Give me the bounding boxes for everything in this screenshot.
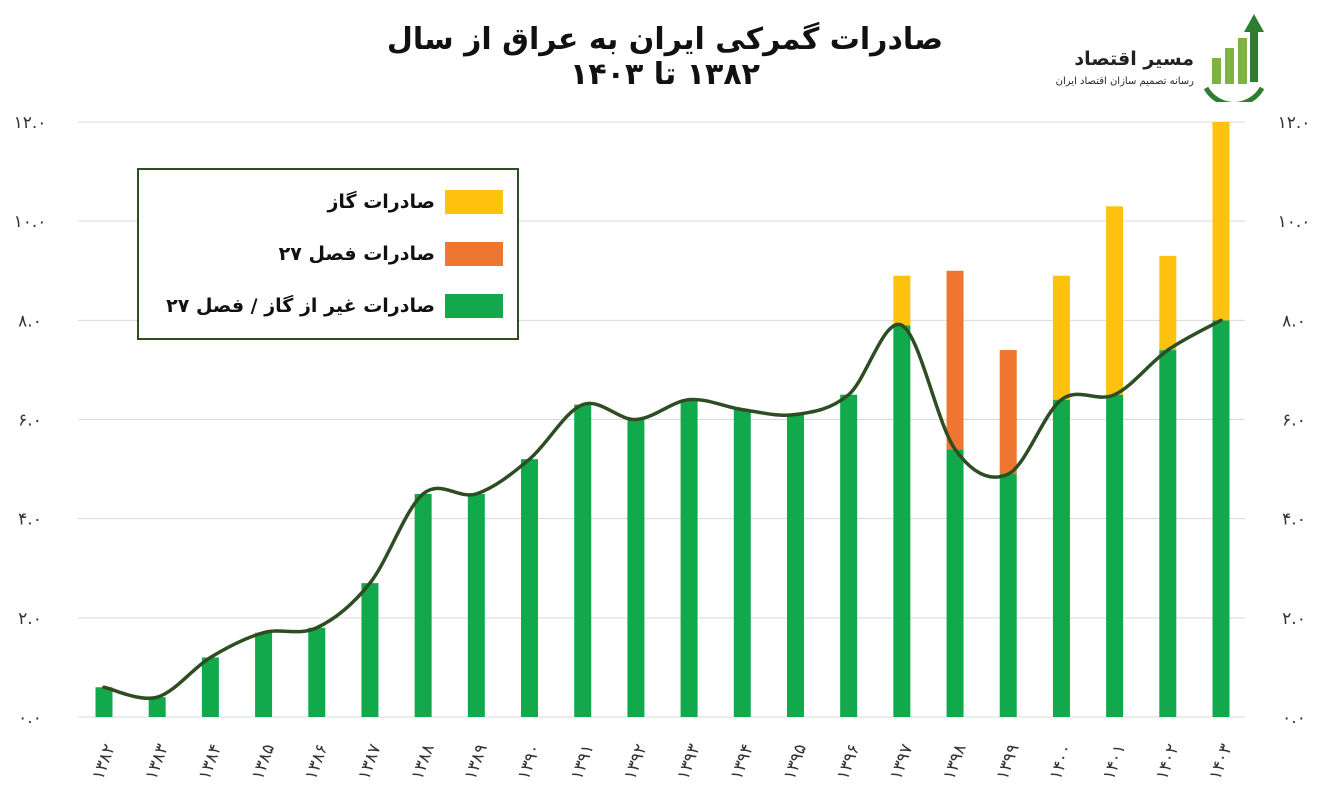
legend-swatch-chapter27: [445, 242, 503, 266]
y-tick-label-left: ۶.۰: [18, 411, 42, 431]
y-tick-label-right: ۲.۰: [1282, 609, 1306, 629]
legend-label: صادرات غیر از گاز / فصل ۲۷: [166, 295, 435, 317]
bar-other: [1052, 399, 1070, 717]
x-tick-label: ۱۴۰۲: [1152, 741, 1183, 782]
x-tick-label: ۱۳۹۴: [727, 741, 758, 782]
legend-swatch-gas: [445, 190, 503, 214]
bar-other: [786, 414, 804, 717]
bar-chapter27: [999, 350, 1017, 475]
y-tick-label-left: ۱۲.۰: [14, 113, 47, 133]
bar-gas: [1212, 122, 1230, 321]
bar-other: [1106, 394, 1124, 717]
trend-line: [102, 318, 1223, 700]
x-tick-label: ۱۴۰۰: [1046, 741, 1077, 782]
x-tick-label: ۱۳۹۵: [780, 741, 811, 782]
bar-other: [574, 404, 592, 717]
bar-other: [148, 697, 166, 717]
brand-logo: مسیر اقتصاد رسانه تصمیم سازان اقتصاد ایر…: [1030, 10, 1270, 102]
bar-other: [946, 449, 964, 717]
bar-other: [1159, 350, 1177, 717]
bar-gas: [1159, 255, 1177, 351]
bar-other: [95, 687, 113, 717]
bar-other: [1212, 320, 1230, 717]
bar-chart-gear-arrow-icon: [1203, 14, 1265, 102]
bar-other: [255, 632, 273, 717]
x-axis-labels: ۱۳۸۲ ۱۳۸۳ ۱۳۸۴ ۱۳۸۵ ۱۳۸۶ ۱۳۸۷ ۱۳۸۸ ۱۳۸۹ ۱۳۹۰ ۱۳۹۱…: [88, 741, 1236, 782]
x-tick-label: ۱۳۸۲: [88, 741, 119, 782]
bar-other: [414, 493, 432, 717]
x-tick-label: ۱۳۹۳: [673, 741, 704, 782]
y-tick-label-right: ۱۰.۰: [1278, 212, 1311, 232]
y-tick-label-left: ۲.۰: [18, 609, 42, 629]
bars: [95, 122, 1230, 717]
legend-label: صادرات فصل ۲۷: [278, 243, 435, 265]
y-tick-label-left: ۱۰.۰: [14, 212, 47, 232]
legend-label: صادرات گاز: [327, 191, 435, 213]
y-tick-label-right: ۱۲.۰: [1278, 113, 1311, 133]
bar-other: [201, 657, 219, 717]
x-tick-label: ۱۳۹۶: [833, 741, 864, 782]
x-tick-label: ۱۳۸۵: [248, 741, 279, 782]
y-axis-left: ۰.۰ ۲.۰ ۴.۰ ۶.۰ ۸.۰ ۱۰.۰ ۱۲.۰: [14, 113, 47, 728]
brand-name: مسیر اقتصاد: [1074, 48, 1194, 70]
x-tick-label: ۱۴۰۱: [1099, 741, 1130, 782]
y-tick-label-left: ۴.۰: [18, 510, 42, 530]
bar-gas: [893, 275, 911, 326]
y-tick-label-left: ۸.۰: [18, 311, 42, 331]
x-tick-label: ۱۳۸۹: [461, 741, 492, 782]
bar-gas: [1052, 275, 1070, 400]
bar-other: [893, 325, 911, 717]
y-tick-label-right: ۴.۰: [1282, 510, 1306, 530]
x-tick-label: ۱۳۸۶: [301, 741, 332, 782]
bar-chapter27: [946, 270, 964, 450]
x-tick-label: ۱۳۹۸: [939, 741, 970, 782]
x-tick-label: ۱۳۸۳: [142, 741, 173, 782]
x-tick-label: ۱۳۹۲: [620, 741, 651, 782]
y-tick-label-left: ۰.۰: [18, 708, 42, 728]
bar-other: [361, 583, 379, 717]
bar-other: [467, 493, 485, 717]
y-tick-label-right: ۰.۰: [1282, 708, 1306, 728]
x-tick-label: ۱۳۹۷: [886, 741, 917, 782]
legend: صادرات گاز صادرات فصل ۲۷ صادرات غیر از گ…: [137, 168, 519, 340]
trend-line-path: [102, 318, 1223, 700]
x-tick-label: ۱۴۰۳: [1205, 741, 1236, 782]
legend-item-chapter27: صادرات فصل ۲۷: [279, 240, 503, 268]
x-tick-label: ۱۳۹۹: [993, 741, 1024, 782]
bar-other: [627, 419, 645, 717]
legend-item-gas: صادرات گاز: [327, 188, 503, 216]
bar-other: [733, 409, 751, 717]
y-axis-right: ۰.۰ ۲.۰ ۴.۰ ۶.۰ ۸.۰ ۱۰.۰ ۱۲.۰: [1278, 113, 1311, 728]
bar-other: [308, 627, 326, 717]
x-tick-label: ۱۳۸۷: [354, 741, 385, 782]
bar-other: [521, 459, 539, 717]
bar-other: [680, 399, 698, 717]
x-tick-label: ۱۳۸۴: [195, 741, 226, 782]
x-tick-label: ۱۳۹۰: [514, 741, 545, 782]
y-tick-label-right: ۸.۰: [1282, 311, 1306, 331]
y-tick-label-right: ۶.۰: [1282, 411, 1306, 431]
legend-item-other: صادرات غیر از گاز / فصل ۲۷: [166, 292, 503, 320]
x-tick-label: ۱۳۹۱: [567, 741, 598, 782]
brand-tagline: رسانه تصمیم سازان اقتصاد ایران: [1055, 76, 1194, 87]
legend-swatch-other: [445, 294, 503, 318]
x-tick-label: ۱۳۸۸: [407, 741, 438, 782]
chart-title: صادرات گمرکی ایران به عراق از سال ۱۳۸۲ ت…: [386, 22, 944, 92]
bar-other: [999, 474, 1017, 717]
bar-gas: [1106, 206, 1124, 395]
bar-other: [840, 394, 858, 717]
